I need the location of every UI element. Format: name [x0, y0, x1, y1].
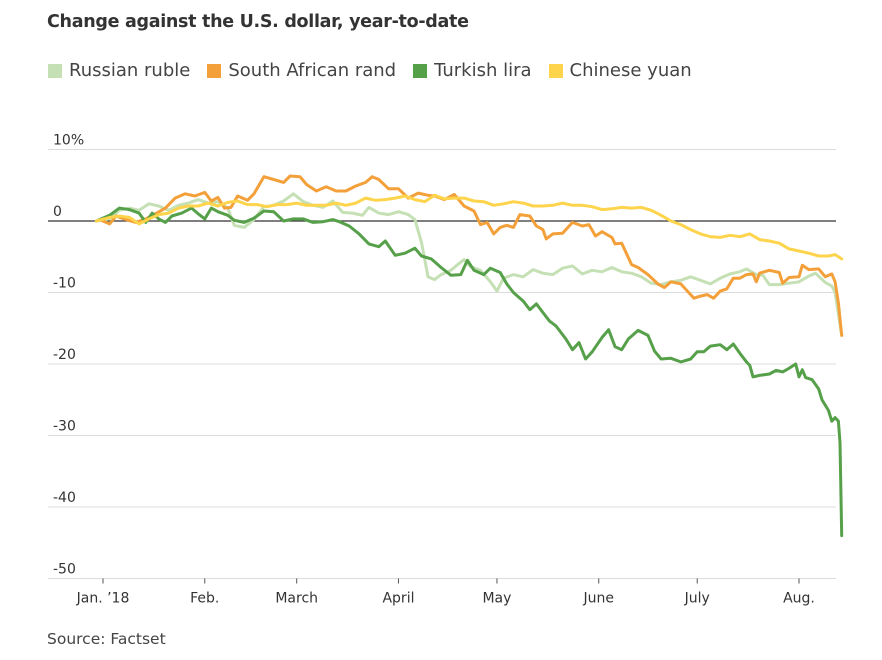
source-note: Source: Factset	[47, 630, 166, 648]
y-tick-label: -40	[53, 490, 76, 506]
y-tick-label: 10%	[53, 133, 84, 149]
x-tick-label: July	[684, 591, 710, 607]
y-tick-label: -30	[53, 419, 76, 435]
series-line-russian-ruble	[94, 192, 844, 337]
gridlines	[48, 149, 836, 579]
x-tick-label: March	[275, 591, 318, 607]
x-axis: Jan. ’18 Feb. March April May June July Aug.	[76, 578, 815, 607]
legend-item-chinese-yuan: Chinese yuan	[548, 60, 692, 81]
y-axis: 10% 0 -10 -20 -30 -40 -50	[53, 133, 84, 578]
series-line-chinese-yuan	[94, 193, 844, 261]
x-tick-label: April	[382, 591, 414, 607]
legend-swatch-chinese-yuan	[548, 63, 563, 78]
series-lines	[94, 174, 844, 538]
y-tick-label: -20	[53, 347, 76, 363]
x-tick-label: June	[582, 591, 614, 607]
legend-swatch-south-african-rand	[207, 63, 222, 78]
y-tick-label: -10	[53, 276, 76, 292]
legend-item-russian-ruble: Russian ruble	[48, 60, 190, 81]
series-line-turkish-lira	[94, 206, 844, 538]
x-tick-label: Jan. ’18	[76, 591, 130, 607]
legend-label-south-african-rand: South African rand	[228, 60, 397, 81]
legend-label-russian-ruble: Russian ruble	[69, 60, 191, 81]
legend-swatch-russian-ruble	[48, 63, 62, 78]
legend-swatch-turkish-lira	[413, 63, 428, 78]
y-tick-label: -50	[53, 562, 76, 578]
chart-title: Change against the U.S. dollar, year-to-…	[47, 12, 469, 32]
y-tick-label: 0	[53, 204, 62, 220]
x-tick-label: May	[482, 591, 511, 607]
legend-label-chinese-yuan: Chinese yuan	[569, 60, 692, 81]
series-line-south-african-rand	[98, 174, 844, 337]
legend-item-turkish-lira: Turkish lira	[413, 60, 532, 81]
legend: Russian ruble South African rand Turkish…	[48, 60, 709, 81]
legend-label-turkish-lira: Turkish lira	[434, 60, 532, 81]
x-tick-label: Aug.	[783, 591, 815, 607]
x-tick-label: Feb.	[190, 591, 219, 607]
legend-item-south-african-rand: South African rand	[207, 60, 396, 81]
